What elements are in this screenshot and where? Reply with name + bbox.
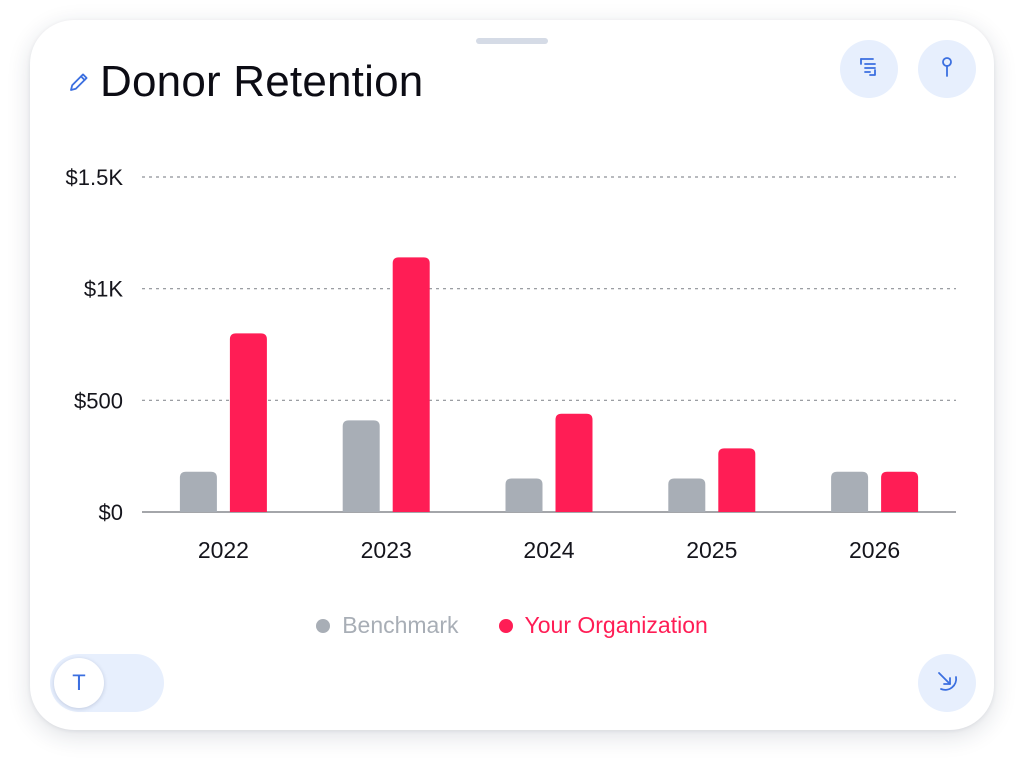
bar-your-organization[interactable] [229,333,267,512]
bar-benchmark[interactable] [831,471,869,512]
toggle-knob[interactable]: T [54,658,104,708]
pin-icon [934,54,960,85]
bar-benchmark[interactable] [179,471,217,512]
list-indent-icon [856,54,882,85]
y-tick-label: $1K [84,277,123,302]
bar-benchmark[interactable] [505,478,543,513]
y-tick-label: $1.5K [66,165,124,190]
bar-benchmark[interactable] [668,478,706,513]
bar-chart: $0 $500 $1K $1.5K 2022 2023 2024 2025 2026 [66,165,956,563]
pencil-icon[interactable] [66,69,92,95]
y-tick-label: $500 [74,388,123,413]
bar-your-organization[interactable] [392,257,430,512]
x-tick-label: 2025 [686,537,737,563]
list-view-button[interactable] [840,40,898,98]
legend-label: Benchmark [342,612,459,638]
bar-benchmark[interactable] [342,420,380,512]
x-tick-label: 2026 [849,537,900,563]
toggle-label: T [72,670,86,695]
collapse-button[interactable] [918,654,976,712]
text-toggle[interactable]: T [50,654,164,712]
x-tick-label: 2024 [523,537,574,563]
arrow-down-right-icon [933,667,961,700]
chart-title[interactable]: Donor Retention [100,57,424,106]
x-tick-label: 2022 [198,537,249,563]
chart-area: $0 $500 $1K $1.5K 2022 2023 2024 2025 2026 [30,20,994,730]
legend: Benchmark Your Organization [30,612,994,639]
legend-dot [498,618,513,633]
legend-item[interactable]: Benchmark [316,612,459,639]
legend-dot [316,618,331,633]
title-row: Donor Retention [66,54,423,110]
bar-your-organization[interactable] [555,413,593,512]
pin-button[interactable] [918,40,976,98]
x-tick-label: 2023 [361,537,412,563]
drag-handle[interactable] [476,38,548,44]
chart-card: Donor Retention $0 $500 $1K $1.5K 2022 2023 20… [30,20,994,730]
legend-label: Your Organization [524,612,708,638]
y-tick-label: $0 [99,500,123,525]
legend-item[interactable]: Your Organization [498,612,708,639]
bar-your-organization[interactable] [881,471,919,512]
bar-your-organization[interactable] [718,448,756,512]
